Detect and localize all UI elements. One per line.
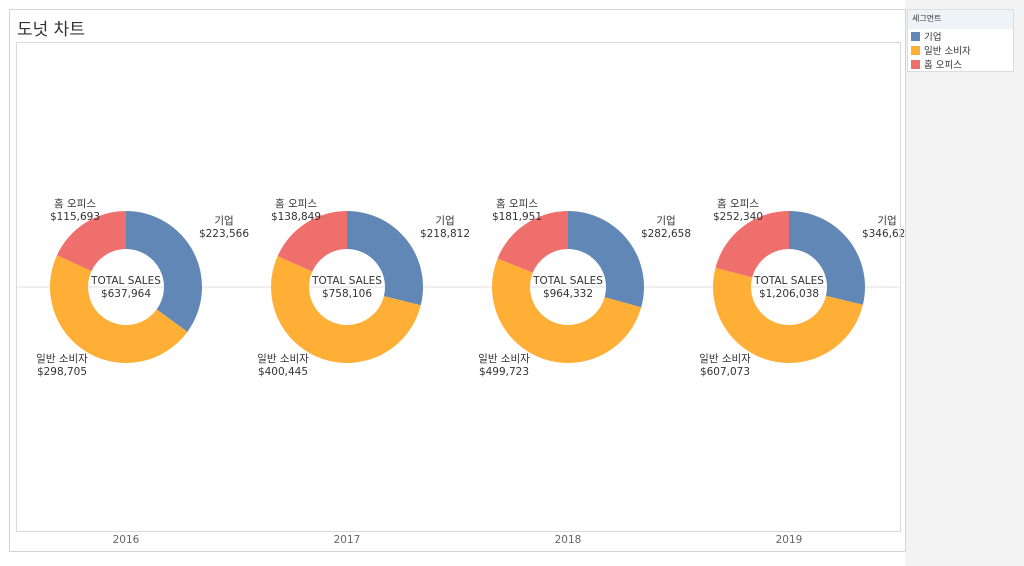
legend-label: 홈 오피스 bbox=[924, 60, 962, 71]
legend-item-home-office[interactable]: 홈 오피스 bbox=[908, 57, 1013, 71]
total-sales-label: TOTAL SALES bbox=[753, 275, 824, 287]
donut-slice-corporate bbox=[347, 211, 423, 306]
donut-slice-consumer bbox=[270, 256, 421, 364]
slice-label-category: 일반 소비자 bbox=[36, 352, 88, 365]
slice-label-value: $346,626 bbox=[862, 228, 905, 240]
page-title: 도넛 차트 bbox=[17, 20, 85, 40]
slice-label-category: 홈 오피스 bbox=[717, 197, 759, 210]
plot-area bbox=[16, 42, 901, 532]
total-sales-label: TOTAL SALES bbox=[90, 275, 161, 287]
slice-label-category: 기업 bbox=[656, 214, 675, 227]
donut-slice-corporate bbox=[568, 211, 645, 308]
total-sales-label: TOTAL SALES bbox=[311, 275, 382, 287]
donut-slice-consumer bbox=[50, 255, 188, 363]
donut-slice-corporate bbox=[789, 211, 865, 305]
total-sales-label: TOTAL SALES bbox=[532, 275, 603, 287]
slice-label-category: 기업 bbox=[877, 214, 896, 227]
slice-label-category: 홈 오피스 bbox=[275, 197, 317, 210]
year-axis-label: 2018 bbox=[555, 534, 582, 546]
slice-label-value: $181,951 bbox=[492, 211, 542, 223]
slice-label-value: $223,566 bbox=[199, 228, 249, 240]
slice-label-value: $218,812 bbox=[420, 228, 470, 240]
year-axis-label: 2019 bbox=[776, 534, 803, 546]
legend-label: 기업 bbox=[924, 32, 942, 43]
legend-label: 일반 소비자 bbox=[924, 46, 971, 57]
donut-slice-corporate bbox=[126, 211, 202, 332]
legend-swatch bbox=[911, 31, 920, 41]
total-sales-value: $964,332 bbox=[543, 288, 593, 300]
donut-slice-home-office bbox=[497, 211, 568, 273]
donut-slice-home-office bbox=[715, 211, 789, 278]
slice-label-value: $607,073 bbox=[700, 366, 750, 378]
slice-label-category: 일반 소비자 bbox=[699, 352, 751, 365]
donut-slice-home-office bbox=[277, 211, 347, 272]
legend-item-consumer[interactable]: 일반 소비자 bbox=[908, 43, 1013, 57]
legend-swatch bbox=[911, 59, 920, 69]
slice-label-category: 홈 오피스 bbox=[54, 197, 96, 210]
slice-label-category: 일반 소비자 bbox=[478, 352, 530, 365]
donut-slice-home-office bbox=[56, 211, 126, 272]
legend-title: 세그먼트 bbox=[908, 10, 1013, 29]
legend-swatch bbox=[911, 45, 920, 55]
slice-label-value: $298,705 bbox=[37, 366, 87, 378]
total-sales-value: $758,106 bbox=[322, 288, 372, 300]
slice-label-value: $115,693 bbox=[50, 211, 100, 223]
legend-item-corporate[interactable]: 기업 bbox=[908, 29, 1013, 43]
total-sales-value: $1,206,038 bbox=[759, 288, 819, 300]
right-panel-background bbox=[905, 0, 1024, 566]
legend: 세그먼트 기업 일반 소비자 홈 오피스 bbox=[907, 9, 1014, 72]
slice-label-value: $400,445 bbox=[258, 366, 308, 378]
slice-label-category: 일반 소비자 bbox=[257, 352, 309, 365]
slice-label-value: $499,723 bbox=[479, 366, 529, 378]
dashboard-frame bbox=[9, 9, 906, 552]
slice-label-category: 홈 오피스 bbox=[496, 197, 538, 210]
donut-slice-consumer bbox=[491, 258, 642, 364]
slice-label-value: $282,658 bbox=[641, 228, 691, 240]
year-axis-label: 2016 bbox=[113, 534, 140, 546]
donut-slice-consumer bbox=[713, 267, 863, 363]
slice-label-value: $138,849 bbox=[271, 211, 321, 223]
year-axis-label: 2017 bbox=[334, 534, 361, 546]
slice-label-category: 기업 bbox=[435, 214, 454, 227]
total-sales-value: $637,964 bbox=[101, 288, 151, 300]
slice-label-value: $252,340 bbox=[713, 211, 763, 223]
slice-label-category: 기업 bbox=[214, 214, 233, 227]
